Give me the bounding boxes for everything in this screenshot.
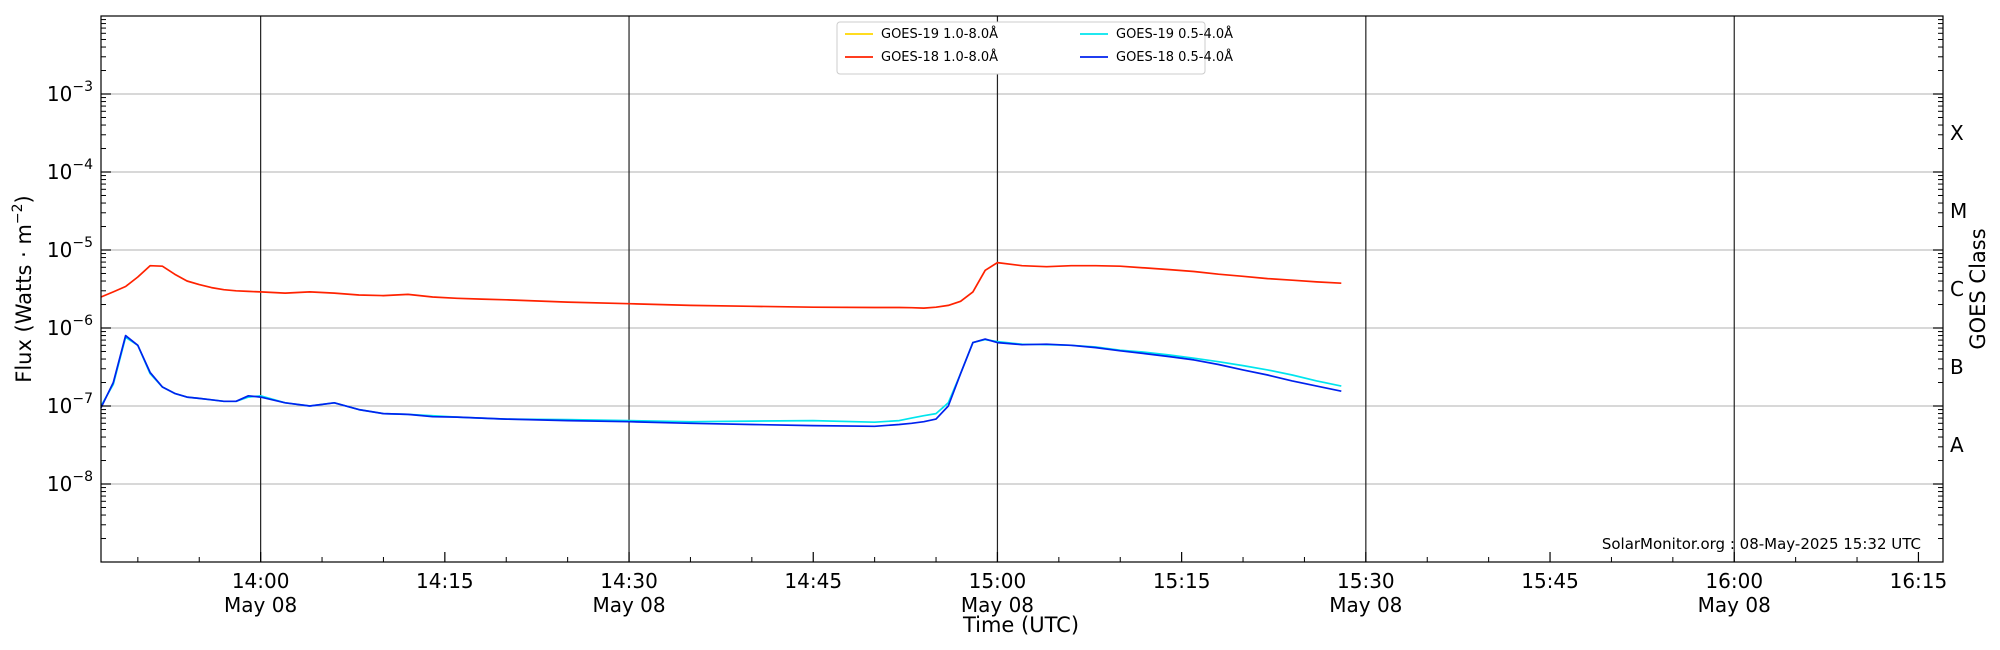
y-tick-label: 10−7 xyxy=(47,391,93,418)
x-tick-label: 14:45 xyxy=(784,569,842,593)
x-tick-label: 15:15 xyxy=(1153,569,1211,593)
credit-annotation: SolarMonitor.org : 08-May-2025 15:32 UTC xyxy=(1602,535,1921,553)
legend-items: GOES-19 1.0-8.0Å GOES-18 1.0-8.0Å GOES-19 … xyxy=(845,26,1233,65)
y-tick-label-exponent: −6 xyxy=(72,313,93,329)
goes-class-label: C xyxy=(1950,277,1964,301)
x-tick-label: 14:00 xyxy=(232,569,290,593)
x-tick-sublabel: May 08 xyxy=(961,593,1034,617)
goes-class-label: A xyxy=(1950,433,1964,457)
goes-class-label: B xyxy=(1950,355,1964,379)
y-axis-title: Flux (Watts · m−2) xyxy=(10,195,36,383)
x-tick-sublabel: May 08 xyxy=(224,593,297,617)
axes xyxy=(100,15,1944,563)
y-tick-label-exponent: −5 xyxy=(72,235,93,251)
legend-box xyxy=(836,21,1206,75)
y-tick-label-exponent: −4 xyxy=(72,157,93,173)
y-tick-label-base: 10 xyxy=(47,160,72,184)
x-tick-label: 15:45 xyxy=(1521,569,1579,593)
goes-class-label: M xyxy=(1950,199,1967,223)
x-tick-sublabel: May 08 xyxy=(1329,593,1402,617)
y-axis-title-tail: ) xyxy=(12,195,36,203)
grid-lines xyxy=(101,16,1943,562)
right-axis-title: GOES Class xyxy=(1966,228,1990,349)
series-lines xyxy=(100,261,1342,428)
y-tick-label: 10−8 xyxy=(47,469,93,496)
x-tick-label: 14:30 xyxy=(600,569,658,593)
legend-label: GOES-18 0.5-4.0Å xyxy=(1116,49,1233,65)
y-tick-label-base: 10 xyxy=(47,316,72,340)
y-tick-label-base: 10 xyxy=(47,472,72,496)
y-tick-label-exponent: −3 xyxy=(72,79,93,95)
goes-class-label: X xyxy=(1950,121,1964,145)
y-tick-label-exponent: −7 xyxy=(72,391,93,407)
y-tick-label: 10−5 xyxy=(47,235,93,262)
x-tick-label: 15:00 xyxy=(969,569,1027,593)
y-tick-label-exponent: −8 xyxy=(72,469,93,485)
y-tick-label: 10−6 xyxy=(47,313,93,340)
tick-marks xyxy=(101,19,1943,562)
y-axis-title-superscript: −2 xyxy=(10,203,26,224)
legend-label: GOES-19 1.0-8.0Å xyxy=(881,26,998,42)
y-axis-title-main: Flux (Watts · m xyxy=(12,224,36,383)
y-tick-label-base: 10 xyxy=(47,394,72,418)
x-tick-label: 14:15 xyxy=(416,569,474,593)
legend: GOES-19 1.0-8.0Å GOES-18 1.0-8.0Å GOES-19 … xyxy=(836,21,1233,75)
x-axis-title: Time (UTC) xyxy=(962,613,1079,637)
series-line-3 xyxy=(100,334,1342,428)
series-line-1 xyxy=(100,261,1342,309)
plot-frame xyxy=(100,15,1944,563)
x-tick-sublabel: May 08 xyxy=(592,593,665,617)
y-tick-label: 10−3 xyxy=(47,79,93,106)
x-tick-label: 15:30 xyxy=(1337,569,1395,593)
x-tick-sublabel: May 08 xyxy=(1698,593,1771,617)
y-tick-label: 10−4 xyxy=(47,157,93,184)
legend-label: GOES-18 1.0-8.0Å xyxy=(881,49,998,65)
x-tick-label: 16:00 xyxy=(1705,569,1763,593)
y-tick-label-base: 10 xyxy=(47,238,72,262)
legend-label: GOES-19 0.5-4.0Å xyxy=(1116,26,1233,42)
x-tick-label: 16:15 xyxy=(1890,569,1948,593)
y-tick-label-base: 10 xyxy=(47,82,72,106)
